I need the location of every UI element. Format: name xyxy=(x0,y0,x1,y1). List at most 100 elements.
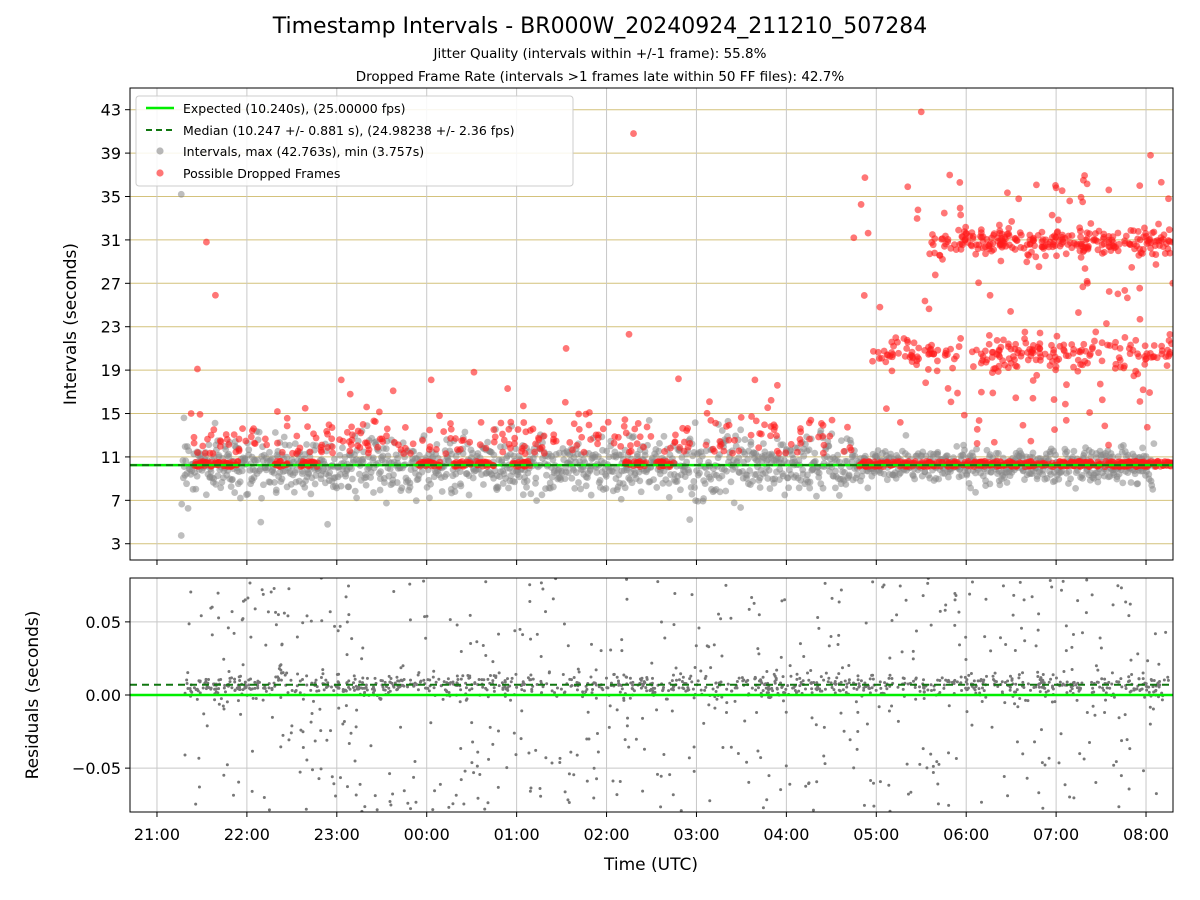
residual-point xyxy=(341,688,345,692)
residual-point xyxy=(1080,631,1084,635)
residual-point xyxy=(449,681,453,685)
residual-point xyxy=(703,688,707,692)
dropped-frame-point xyxy=(840,448,848,455)
residual-point xyxy=(567,800,571,804)
residual-point xyxy=(584,690,588,694)
residual-point xyxy=(1110,682,1114,686)
dropped-frame-point xyxy=(1005,232,1013,240)
residual-point xyxy=(642,747,646,751)
residual-point xyxy=(470,687,474,691)
interval-point xyxy=(722,487,730,495)
residual-point xyxy=(538,787,542,791)
dropped-frame-point xyxy=(1065,352,1072,360)
residual-point xyxy=(264,643,268,647)
residual-point xyxy=(197,756,201,760)
residual-point xyxy=(765,669,769,673)
residual-point xyxy=(563,690,567,694)
residual-point xyxy=(617,681,621,685)
dropped-frame-point xyxy=(407,449,414,457)
residual-point xyxy=(260,588,264,592)
residual-point xyxy=(204,677,208,681)
residual-point xyxy=(455,623,459,627)
residual-point xyxy=(319,729,323,733)
interval-point xyxy=(800,452,808,460)
residual-point xyxy=(236,699,240,703)
residual-point xyxy=(1047,680,1051,684)
dropped-frame-point xyxy=(599,425,607,433)
interval-point xyxy=(832,484,839,492)
interval-point xyxy=(337,482,345,490)
residual-point xyxy=(1127,614,1131,618)
residual-point xyxy=(305,758,309,762)
residual-point xyxy=(337,686,341,690)
residual-point xyxy=(337,706,341,710)
dropped-frame-point xyxy=(1115,354,1123,362)
dropped-frame-point xyxy=(1141,342,1149,350)
residual-point xyxy=(290,688,294,692)
interval-point xyxy=(438,488,446,495)
dropped-frame-point xyxy=(985,340,993,348)
interval-point xyxy=(367,474,374,481)
residual-point xyxy=(309,720,313,724)
dropped-frame-point xyxy=(627,442,634,449)
residual-point xyxy=(1077,689,1081,693)
residual-point xyxy=(1139,688,1143,692)
dropped-frame-point xyxy=(611,433,619,441)
dropped-frame-point xyxy=(940,209,948,217)
residual-point xyxy=(544,756,548,760)
dropped-frame-point xyxy=(915,344,923,352)
residual-point xyxy=(186,671,190,675)
y-tick-label: 31 xyxy=(101,231,121,250)
residual-point xyxy=(929,683,933,687)
residual-point xyxy=(274,610,278,614)
residual-point xyxy=(989,649,993,653)
residual-point xyxy=(219,697,223,701)
dropped-frame-point xyxy=(1022,339,1030,347)
dropped-frame-point xyxy=(470,368,478,376)
residual-point xyxy=(960,688,964,692)
residual-point xyxy=(829,681,833,685)
residual-point xyxy=(417,671,421,675)
residual-point xyxy=(1116,680,1120,684)
dropped-frame-point xyxy=(818,420,825,427)
residual-point xyxy=(471,740,475,744)
residual-point xyxy=(783,691,787,695)
interval-point xyxy=(379,452,387,460)
intervals-axes-frame xyxy=(129,87,1174,561)
residual-point xyxy=(1026,682,1030,686)
dropped-frame-point xyxy=(1015,195,1023,203)
residual-point xyxy=(822,725,826,729)
residual-point xyxy=(359,686,363,690)
residual-point xyxy=(756,647,760,651)
dropped-frame-point xyxy=(625,330,633,338)
residual-point xyxy=(965,682,969,686)
dropped-frame-point xyxy=(490,438,498,446)
dropped-frame-point xyxy=(436,458,444,466)
residual-point xyxy=(1098,636,1102,640)
residual-point xyxy=(994,680,998,684)
residual-point xyxy=(567,772,571,776)
residual-point xyxy=(628,696,632,700)
residual-point xyxy=(230,610,234,614)
dropped-frame-point xyxy=(1098,339,1106,347)
residual-point xyxy=(1040,685,1044,689)
interval-point xyxy=(178,500,186,508)
residual-point xyxy=(644,686,648,690)
dropped-frame-point xyxy=(1063,381,1070,389)
residual-point xyxy=(358,680,362,684)
residual-point xyxy=(217,616,221,620)
interval-point xyxy=(621,484,629,492)
residual-point xyxy=(870,686,874,690)
dropped-frame-point xyxy=(359,421,367,428)
dropped-frame-point xyxy=(1165,226,1173,234)
y-tick-label: 19 xyxy=(101,361,121,380)
interval-point xyxy=(737,504,745,511)
residual-point xyxy=(365,688,369,692)
dropped-frame-point xyxy=(1011,246,1019,253)
residual-point xyxy=(241,663,245,667)
residual-point xyxy=(1034,685,1038,689)
residual-point xyxy=(1117,716,1121,720)
dropped-frame-point xyxy=(946,171,954,179)
residual-point xyxy=(264,689,268,693)
residual-point xyxy=(1154,792,1158,796)
